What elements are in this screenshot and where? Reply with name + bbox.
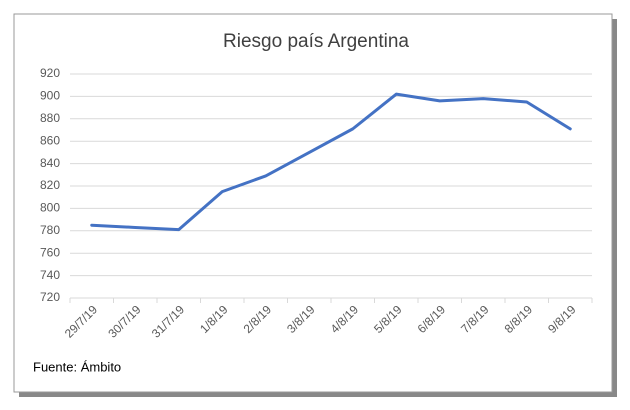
y-tick-label: 880 xyxy=(40,111,60,125)
y-tick-label: 920 xyxy=(40,66,60,80)
y-tick-label: 760 xyxy=(40,245,60,259)
y-tick-label: 740 xyxy=(40,268,60,282)
source-note: Fuente: Ámbito xyxy=(33,359,121,374)
y-tick-label: 860 xyxy=(40,133,60,147)
data-line xyxy=(90,92,572,232)
chart-title: Riesgo país Argentina xyxy=(223,31,409,52)
y-tick-label: 840 xyxy=(40,156,60,170)
y-tick-label: 780 xyxy=(40,223,60,237)
y-tick-label: 720 xyxy=(40,290,60,304)
y-tick-label: 900 xyxy=(40,89,60,103)
frame xyxy=(13,13,613,393)
y-tick-label: 820 xyxy=(40,178,60,192)
y-tick-label: 800 xyxy=(40,201,60,215)
